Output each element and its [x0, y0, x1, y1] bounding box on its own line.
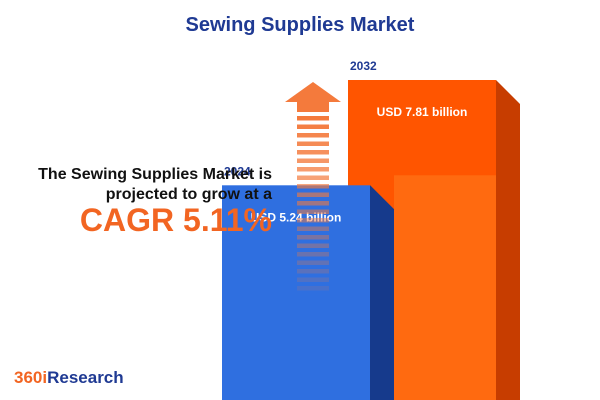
growth-arrow-stripe [297, 260, 329, 265]
growth-arrow-stripe [297, 243, 329, 248]
growth-arrow-stripe [297, 201, 329, 206]
growth-arrow-stripe [297, 235, 329, 240]
page-title: Sewing Supplies Market [185, 14, 415, 36]
bar-2032-lower-section [394, 175, 496, 400]
brand-logo: 360iResearch [14, 368, 124, 388]
growth-arrow-stripe [297, 252, 329, 257]
year-label-2024: 2024 [224, 164, 251, 178]
growth-tagline: The Sewing Supplies Market is projected … [38, 166, 272, 203]
growth-arrow-stripe [297, 209, 329, 214]
growth-arrow-stripe [297, 116, 329, 121]
growth-arrow-stripe [297, 184, 329, 189]
brand-name: Research [47, 368, 124, 387]
growth-arrow-stripe [297, 269, 329, 274]
value-label-2032: USD 7.81 billion [377, 105, 468, 119]
growth-arrow-stripe [297, 175, 329, 180]
growth-arrow-stripe [297, 124, 329, 129]
bar-2032-side [496, 80, 520, 400]
growth-arrow-stripe [297, 226, 329, 231]
growth-arrow-stripe [297, 277, 329, 282]
growth-arrow-stripe [297, 133, 329, 138]
brand-prefix: 360i [14, 368, 48, 387]
growth-arrow-stripe [297, 192, 329, 197]
growth-arrow-stripe [297, 286, 329, 291]
bar-2024-side-front [370, 185, 394, 400]
year-label-2032: 2032 [350, 59, 377, 73]
cagr-value: CAGR 5.11% [79, 202, 272, 238]
growth-arrow-stripe [297, 158, 329, 163]
growth-arrow-stripe [297, 141, 329, 146]
growth-arrow-head [285, 82, 341, 112]
growth-arrow-stripe [297, 167, 329, 172]
growth-arrow-stripe [297, 218, 329, 223]
growth-arrow-stripe [297, 150, 329, 155]
bar-2024 [222, 185, 370, 400]
